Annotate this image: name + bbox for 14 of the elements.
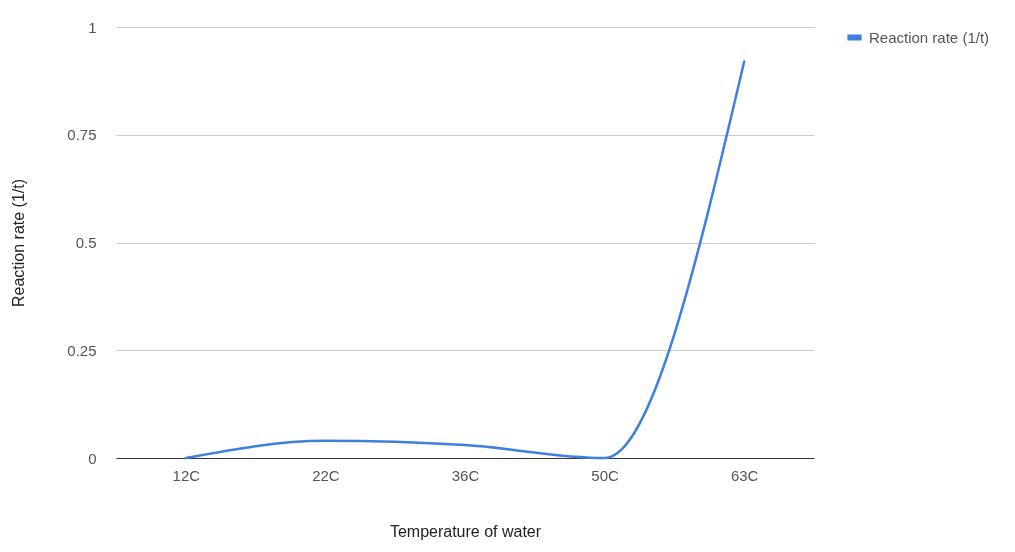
y-axis-title: Reaction rate (1/t) bbox=[10, 178, 28, 308]
y-tick-label: 0.5 bbox=[75, 234, 97, 251]
y-tick-label: 0.25 bbox=[67, 341, 97, 359]
x-tick-label: 36C bbox=[451, 466, 480, 484]
y-tick-label: 1 bbox=[88, 18, 97, 36]
x-tick-label: 50C bbox=[591, 466, 620, 484]
x-axis-title: Temperature of water bbox=[389, 522, 542, 540]
y-tick-label: 0.75 bbox=[67, 126, 97, 144]
x-tick-label: 12C bbox=[172, 466, 201, 484]
x-tick-label: 63C bbox=[730, 466, 759, 484]
x-tick-label: 22C bbox=[312, 466, 340, 484]
y-tick-label: 0 bbox=[88, 449, 97, 467]
legend-label: Reaction rate (1/t) bbox=[869, 28, 990, 46]
line-series bbox=[184, 60, 746, 460]
